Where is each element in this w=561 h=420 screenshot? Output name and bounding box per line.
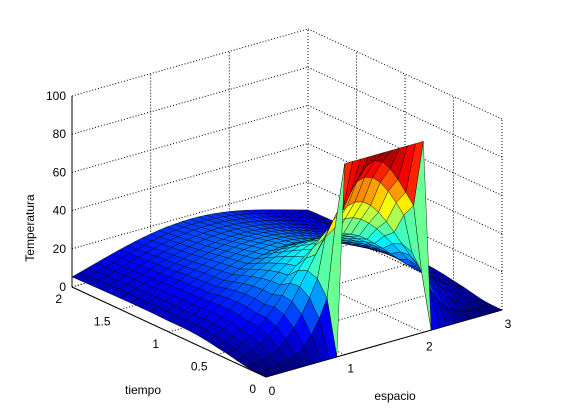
surface-mesh [71,141,503,378]
floor-grid-line [168,264,406,333]
z-tick-label: 0 [59,280,66,294]
y-tick-label: 0.5 [191,360,208,374]
z-tick-label: 60 [53,165,67,179]
y-tick-label: 1.5 [94,315,111,329]
wall-grid-line [71,66,309,135]
z-tick-label: 80 [53,127,67,141]
wall-grid-line [71,28,309,97]
wall-grid-line [71,143,309,212]
wall-grid-line [71,181,309,250]
x-tick-label: 3 [505,317,512,331]
x-tick-label: 1 [347,362,354,376]
wall-grid-line [307,66,503,158]
x-tick-label: 0 [269,384,276,398]
y-tick-label: 1 [152,337,159,351]
y-tick-label: 0 [249,382,256,396]
y-axis-label: tiempo [125,383,161,397]
z-axis-label: Temperatura [23,194,37,262]
surface-patch [255,369,275,378]
z-tick-label: 40 [53,204,67,218]
y-tick-label: 2 [55,292,62,306]
wall-grid-line [71,104,309,173]
z-tick-label: 100 [46,89,66,103]
x-axis-label: espacio [374,389,416,403]
z-tick-label: 20 [53,242,67,256]
x-tick-label: 2 [426,339,433,353]
y-axis-line [71,286,267,378]
floor-grid-line [217,287,454,355]
tick-labels: 0 20 40 60 80 100 0 1 2 3 0 0.5 1 1.5 2 [46,89,512,398]
